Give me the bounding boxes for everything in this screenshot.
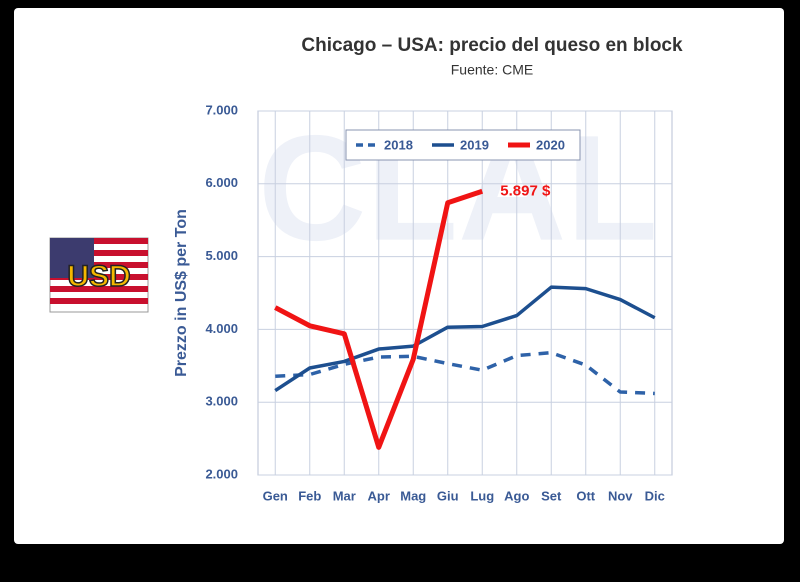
x-tick-label: Mag [400, 488, 426, 503]
x-tick-label: Apr [368, 488, 390, 503]
y-axis-label: Prezzo in US$ per Ton [173, 209, 190, 377]
watermark: CLAL [258, 104, 658, 272]
flag-stripe [50, 286, 148, 292]
flag: USD [49, 237, 149, 313]
legend-label: 2020 [536, 137, 565, 152]
y-tick-label: 2.000 [205, 466, 238, 481]
x-tick-label: Dic [645, 488, 665, 503]
x-tick-label: Giu [437, 488, 459, 503]
flag-stripe [50, 238, 148, 244]
annotation: 5.897 $ [500, 182, 551, 199]
line-series [274, 285, 656, 393]
chart-title: Chicago – USA: precio del queso en block [301, 35, 683, 56]
x-tick-label: Feb [298, 488, 321, 503]
x-tick-label: Ott [576, 488, 595, 503]
legend-label: 2018 [384, 137, 413, 152]
y-tick-label: 5.000 [205, 248, 238, 263]
x-tick-label: Set [541, 488, 562, 503]
x-tick-label: Nov [608, 488, 633, 503]
flag-stripe [50, 298, 148, 304]
badge: USD [67, 260, 130, 293]
chart-subtitle: Fuente: CME [451, 62, 533, 78]
y-tick-label: 4.000 [205, 321, 238, 336]
flag-stripe [50, 262, 148, 268]
x-tick-label: Mar [333, 488, 356, 503]
y-tick-label: 3.000 [205, 394, 238, 409]
y-tick-label: 6.000 [205, 175, 238, 190]
slide [14, 8, 784, 544]
y-tick-label: 7.000 [205, 102, 238, 117]
x-tick-label: Lug [470, 488, 494, 503]
flag-stripe [50, 250, 148, 256]
legend [345, 129, 581, 161]
flag-canton [50, 238, 94, 278]
legend-label: 2019 [460, 137, 489, 152]
flag-stripe [50, 274, 148, 280]
line-series [274, 188, 484, 450]
x-tick-label: Ago [504, 488, 529, 503]
x-tick-label: Gen [263, 488, 288, 503]
line-series [275, 350, 655, 396]
